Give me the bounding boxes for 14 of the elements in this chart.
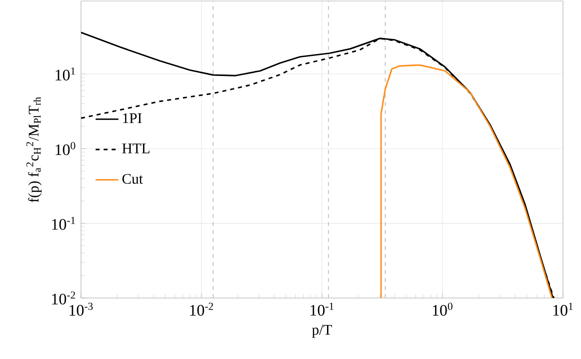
y-tick-label: 10$^{-2}$ — [52, 291, 76, 304]
x-tick-label: 10$^{0}$ — [432, 302, 452, 316]
x-tick-label: 10$^{-2}$ — [190, 302, 214, 316]
legend-label: HTL — [122, 144, 150, 154]
text: f(p) f$_{a}$$^{2}$c$_{H}$$^{2}$/M$_{Pl}$T$_{rh}$ — [26, 97, 42, 202]
x-tick-label: 10$^{1}$ — [553, 302, 573, 316]
y-tick-label: 10$^{-1}$ — [52, 216, 75, 230]
legend-label: 1PI — [123, 113, 142, 124]
x-axis-title: p/T — [312, 324, 332, 338]
x-tick-label: 10$^{-3}$ — [70, 302, 93, 316]
x-tick-label: 10$^{-1}$ — [310, 302, 334, 316]
y-tick-label: 10$^{1}$ — [56, 67, 75, 80]
y-tick-label: 10$^{0}$ — [56, 142, 76, 156]
legend-label: Cut — [122, 174, 143, 184]
